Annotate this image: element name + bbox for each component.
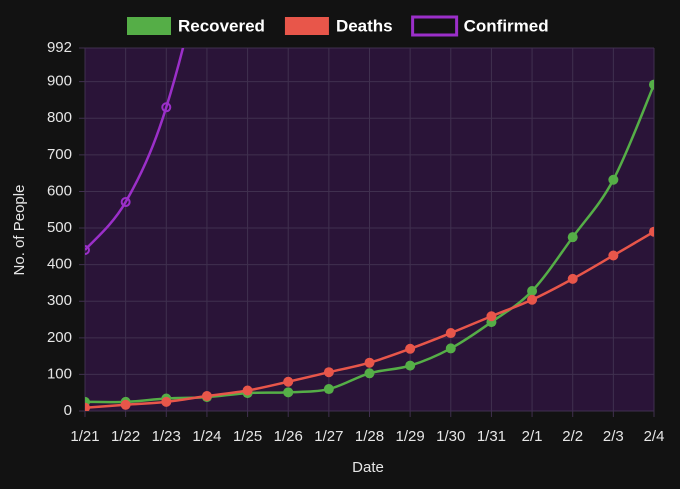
data-point: [527, 285, 538, 296]
data-point: [323, 384, 334, 395]
data-point: [323, 367, 334, 378]
x-tick-label: 1/31: [477, 428, 506, 445]
data-point: [364, 357, 375, 368]
x-tick-label: 2/1: [522, 428, 543, 445]
x-tick-label: 2/4: [644, 428, 665, 445]
x-tick-label: 1/30: [436, 428, 465, 445]
legend-label: Recovered: [178, 16, 265, 35]
x-tick-label: 2/2: [562, 428, 583, 445]
data-point: [445, 343, 456, 354]
y-tick-label: 0: [64, 402, 72, 419]
x-tick-label: 1/24: [192, 428, 221, 445]
x-axis-label: Date: [352, 459, 384, 476]
y-tick-label: 200: [47, 329, 72, 346]
y-tick-label: 700: [47, 146, 72, 163]
legend-swatch: [127, 17, 171, 35]
data-point: [649, 226, 654, 237]
y-tick-label: 400: [47, 256, 72, 273]
y-tick-label: 800: [47, 109, 72, 126]
data-point: [161, 396, 172, 407]
legend-label: Confirmed: [464, 16, 549, 35]
data-point: [85, 244, 90, 255]
data-point: [567, 273, 578, 284]
legend-swatch: [411, 15, 459, 37]
data-point: [242, 385, 253, 396]
x-tick-label: 1/22: [111, 428, 140, 445]
x-tick-label: 1/28: [355, 428, 384, 445]
y-tick-label: 100: [47, 365, 72, 382]
y-tick-label: 900: [47, 73, 72, 90]
data-point: [486, 311, 497, 322]
data-point: [445, 328, 456, 339]
y-tick-label: 600: [47, 182, 72, 199]
data-point: [608, 250, 619, 261]
data-point: [283, 376, 294, 387]
y-tick-label: 300: [47, 292, 72, 309]
data-point: [405, 360, 416, 371]
data-point: [120, 197, 131, 208]
x-tick-label: 2/3: [603, 428, 624, 445]
data-point: [649, 79, 654, 90]
y-tick-label: 500: [47, 219, 72, 236]
data-point: [405, 343, 416, 354]
x-tick-label: 1/25: [233, 428, 262, 445]
data-point: [85, 402, 90, 411]
x-tick-label: 1/29: [396, 428, 425, 445]
data-point: [201, 390, 212, 401]
y-axis-label: No. of People: [11, 185, 28, 276]
data-point: [364, 368, 375, 379]
x-tick-label: 1/26: [274, 428, 303, 445]
plot-clip: [85, 48, 654, 411]
legend-label: Deaths: [336, 16, 393, 35]
data-point: [161, 102, 172, 113]
x-tick-label: 1/21: [70, 428, 99, 445]
x-tick-label: 1/27: [314, 428, 343, 445]
data-point: [567, 232, 578, 243]
y-tick-label: 992: [47, 39, 72, 56]
data-point: [283, 387, 294, 398]
data-point: [527, 294, 538, 305]
data-point: [120, 399, 131, 410]
x-tick-label: 1/23: [152, 428, 181, 445]
data-point: [608, 174, 619, 185]
legend-swatch: [284, 17, 329, 35]
